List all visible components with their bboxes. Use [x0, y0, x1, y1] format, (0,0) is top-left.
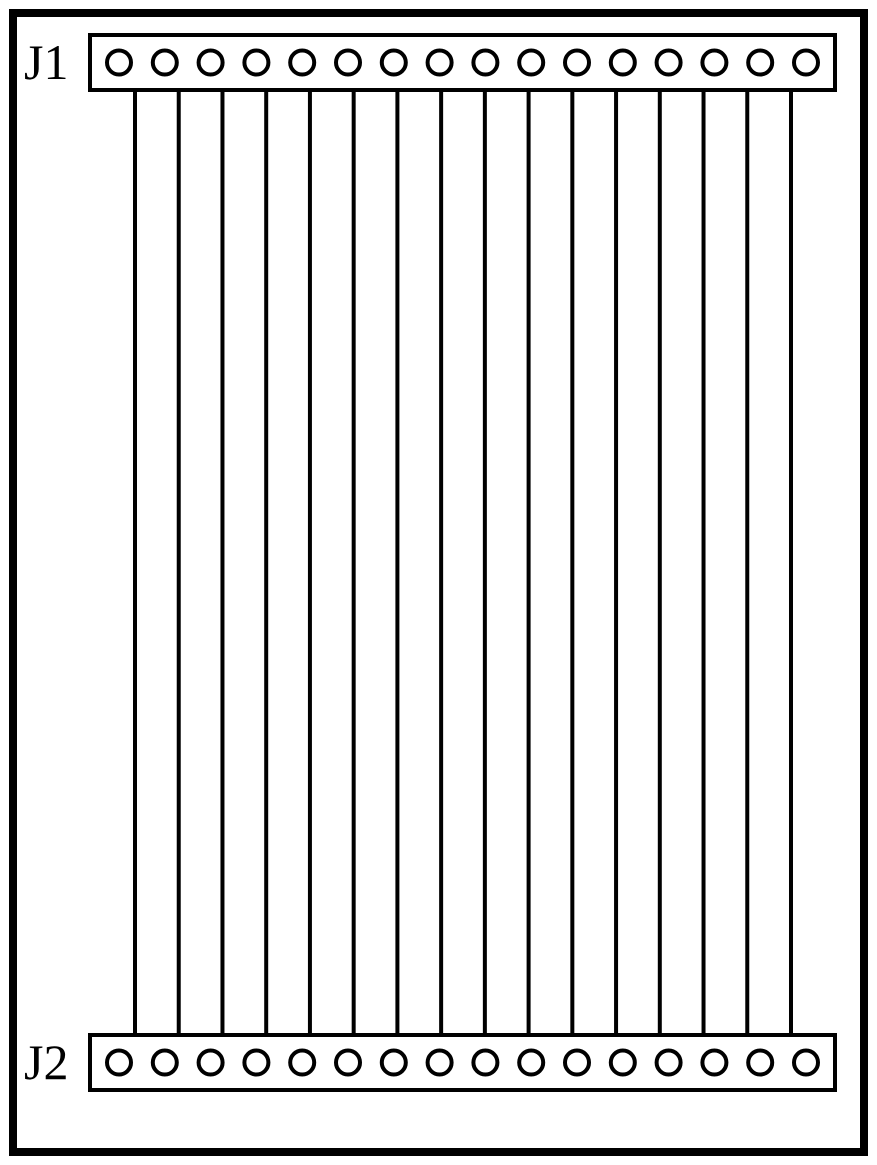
- pin-j2-11: [565, 1051, 589, 1075]
- pin-j2-12: [611, 1051, 635, 1075]
- connector-label-j1: J1: [24, 35, 68, 90]
- pin-j1-14: [702, 51, 726, 75]
- pin-j2-5: [290, 1051, 314, 1075]
- pin-j2-4: [244, 1051, 268, 1075]
- pin-j2-2: [153, 1051, 177, 1075]
- pin-j2-9: [473, 1051, 497, 1075]
- pin-j1-1: [107, 51, 131, 75]
- pin-j2-7: [382, 1051, 406, 1075]
- connector-box-j1: [90, 35, 835, 90]
- pin-j1-13: [657, 51, 681, 75]
- board-outline: [13, 13, 864, 1152]
- diagram-canvas: J1 J2: [0, 0, 877, 1165]
- pin-j1-8: [428, 51, 452, 75]
- pin-j2-13: [657, 1051, 681, 1075]
- pin-j2-16: [794, 1051, 818, 1075]
- pin-j2-8: [428, 1051, 452, 1075]
- pin-j2-14: [702, 1051, 726, 1075]
- pin-j1-5: [290, 51, 314, 75]
- pin-j1-15: [748, 51, 772, 75]
- pin-j2-6: [336, 1051, 360, 1075]
- pin-j1-6: [336, 51, 360, 75]
- pin-j1-9: [473, 51, 497, 75]
- pin-j1-11: [565, 51, 589, 75]
- pin-j1-7: [382, 51, 406, 75]
- pin-j1-10: [519, 51, 543, 75]
- pin-j1-12: [611, 51, 635, 75]
- connector-label-j2: J2: [24, 1035, 68, 1090]
- pin-j2-1: [107, 1051, 131, 1075]
- pin-j2-10: [519, 1051, 543, 1075]
- pin-j2-3: [199, 1051, 223, 1075]
- pin-j2-15: [748, 1051, 772, 1075]
- connector-box-j2: [90, 1035, 835, 1090]
- pin-j1-3: [199, 51, 223, 75]
- diagram-svg: [0, 0, 877, 1165]
- pin-j1-16: [794, 51, 818, 75]
- pin-j1-2: [153, 51, 177, 75]
- pin-j1-4: [244, 51, 268, 75]
